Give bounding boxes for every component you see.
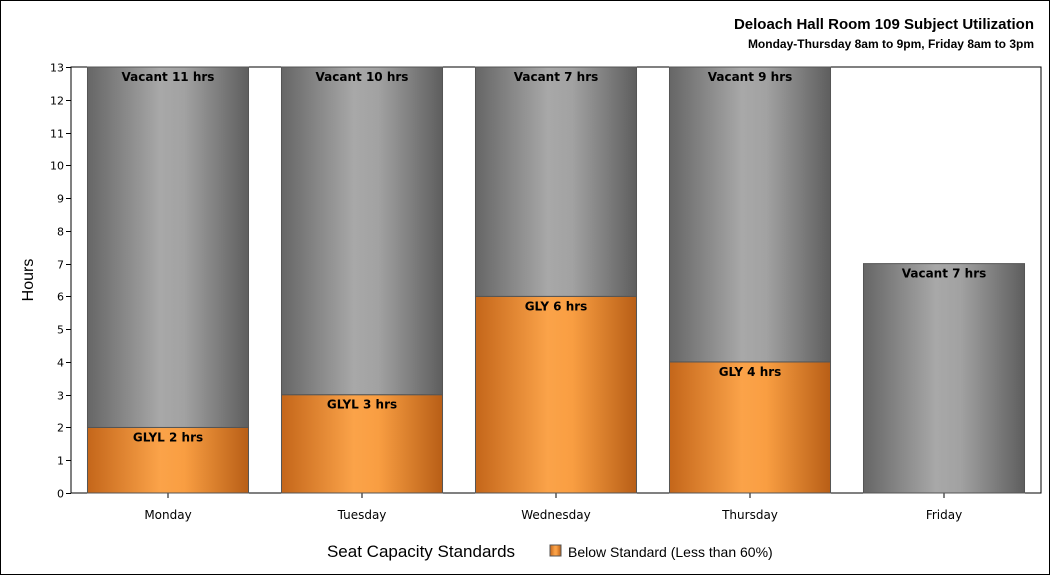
y-tick-label: 0 bbox=[57, 488, 64, 501]
y-tick-label: 5 bbox=[57, 324, 64, 337]
legend: Seat Capacity Standards Below Standard (… bbox=[327, 542, 773, 561]
bar-segment bbox=[862, 263, 1026, 494]
data-label: Vacant 10 hrs bbox=[316, 70, 409, 84]
data-label: Vacant 7 hrs bbox=[902, 267, 987, 281]
data-label: Vacant 11 hrs bbox=[122, 70, 215, 84]
bar-segment bbox=[668, 66, 832, 363]
x-tick-label: Friday bbox=[926, 508, 962, 522]
y-tick-label: 11 bbox=[50, 128, 64, 141]
bar-segment bbox=[86, 426, 250, 494]
data-label: Vacant 7 hrs bbox=[514, 70, 599, 84]
y-tick-label: 1 bbox=[57, 455, 64, 468]
x-tick-label: Monday bbox=[144, 508, 191, 522]
y-tick-label: 12 bbox=[50, 95, 64, 108]
data-label: Vacant 9 hrs bbox=[708, 70, 793, 84]
y-tick-label: 6 bbox=[57, 291, 64, 304]
chart-title: Deloach Hall Room 109 Subject Utilizatio… bbox=[734, 16, 1034, 33]
bar-segment bbox=[668, 361, 832, 494]
data-label: GLY 4 hrs bbox=[719, 365, 782, 379]
bar-segment bbox=[474, 295, 638, 494]
y-axis-label: Hours bbox=[20, 259, 37, 302]
x-tick-label: Thursday bbox=[721, 508, 778, 522]
y-tick-label: 9 bbox=[57, 193, 64, 206]
y-tick-label: 3 bbox=[57, 390, 64, 403]
bar-segment bbox=[474, 66, 638, 297]
x-tick-label: Tuesday bbox=[337, 508, 387, 522]
data-label: GLYL 2 hrs bbox=[133, 430, 203, 444]
bar-segment bbox=[86, 66, 250, 428]
bars bbox=[86, 66, 1026, 494]
data-label: GLYL 3 hrs bbox=[327, 398, 397, 412]
y-tick-label: 2 bbox=[57, 422, 64, 435]
chart-subtitle: Monday-Thursday 8am to 9pm, Friday 8am t… bbox=[748, 37, 1034, 51]
y-tick-label: 10 bbox=[50, 160, 64, 173]
bar-segment bbox=[280, 66, 444, 396]
legend-label-below-standard: Below Standard (Less than 60%) bbox=[568, 544, 773, 560]
x-tick-label: Wednesday bbox=[521, 508, 590, 522]
y-tick-label: 8 bbox=[57, 226, 64, 239]
y-tick-label: 7 bbox=[57, 259, 64, 272]
legend-title: Seat Capacity Standards bbox=[327, 542, 515, 561]
y-tick-label: 4 bbox=[57, 357, 64, 370]
segment-labels: GLYL 2 hrs Vacant 11 hrs GLYL 3 hrs Vacant … bbox=[122, 70, 987, 444]
data-label: GLY 6 hrs bbox=[525, 299, 588, 313]
y-tick-label: 13 bbox=[50, 62, 64, 75]
legend-swatch-below-standard bbox=[549, 544, 562, 557]
